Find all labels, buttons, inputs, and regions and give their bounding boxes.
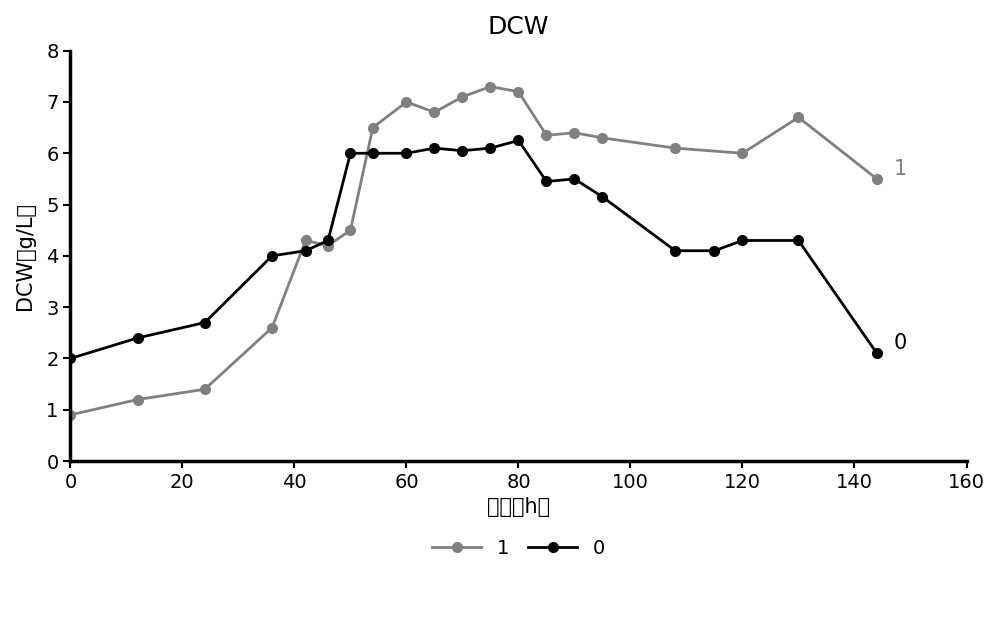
1 [132,396,144,403]
Line: 1: 1 [66,82,882,420]
Title: DCW: DCW [488,15,549,39]
0 [199,319,211,326]
0 [669,247,681,255]
0 [132,334,144,342]
0 [596,193,608,201]
0 [322,237,334,244]
1 [428,109,440,116]
0 [64,355,76,363]
0 [568,175,580,183]
0 [266,252,278,260]
0 [792,237,804,244]
Y-axis label: DCW（g/L）: DCW（g/L） [15,202,35,310]
0 [540,178,552,185]
1 [300,237,312,244]
1 [596,134,608,142]
0 [484,144,496,152]
0 [456,147,468,154]
Legend: 1, 0: 1, 0 [424,531,612,566]
1 [367,124,379,131]
1 [64,411,76,418]
Text: 0: 0 [894,333,907,353]
1 [199,385,211,393]
0 [428,144,440,152]
0 [736,237,748,244]
1 [344,227,356,234]
1 [792,114,804,121]
0 [512,137,524,144]
1 [266,324,278,331]
1 [669,144,681,152]
Line: 0: 0 [66,136,882,363]
0 [400,149,412,157]
0 [367,149,379,157]
0 [300,247,312,255]
0 [344,149,356,157]
1 [322,242,334,250]
1 [512,88,524,95]
1 [540,131,552,139]
1 [456,93,468,100]
1 [568,129,580,137]
X-axis label: 时间（h）: 时间（h） [487,497,550,518]
1 [484,83,496,90]
1 [400,98,412,106]
0 [708,247,720,255]
1 [871,175,883,183]
Text: 1: 1 [894,159,907,178]
0 [871,349,883,357]
1 [736,149,748,157]
